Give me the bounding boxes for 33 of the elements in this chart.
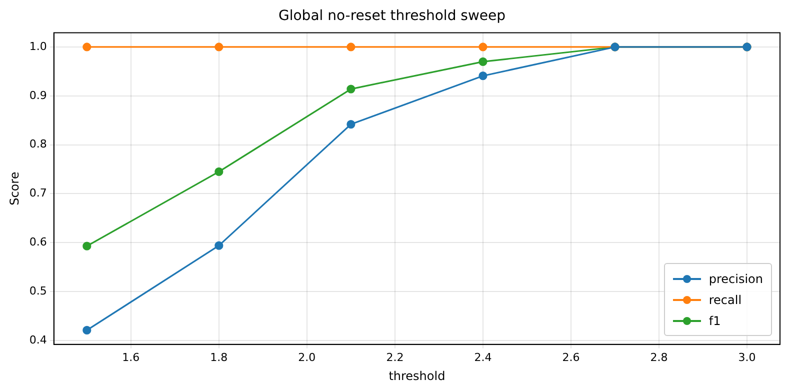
point — [82, 242, 92, 250]
point — [478, 72, 488, 80]
y-tick-label: 0.9 — [29, 88, 47, 102]
point — [346, 84, 356, 94]
point — [82, 42, 92, 52]
legend-label: recall — [708, 292, 742, 307]
y-tick-label: 0.7 — [29, 186, 47, 200]
y-tick-label: 0.5 — [29, 284, 47, 298]
x-tick-label: 1.8 — [210, 350, 228, 364]
legend-label: precision — [708, 272, 763, 286]
y-axis-title: Score — [7, 172, 22, 206]
x-tick-label: 2.2 — [386, 350, 404, 364]
y-tick-label: 0.8 — [29, 138, 47, 151]
x-tick-label: 2.0 — [298, 350, 316, 364]
point — [82, 326, 92, 335]
y-tick-label: 0.4 — [29, 333, 47, 346]
chart-title: Global no-reset threshold sweep — [278, 8, 506, 24]
point — [478, 57, 488, 66]
y-tick-label: 0.6 — [29, 236, 47, 249]
point — [214, 167, 224, 176]
point — [214, 241, 224, 250]
point — [346, 120, 356, 129]
x-tick-label: 2.4 — [474, 350, 492, 364]
point — [214, 42, 224, 52]
point — [478, 42, 488, 52]
x-axis-title: threshold — [388, 368, 446, 383]
x-tick-label: 2.8 — [650, 350, 668, 364]
x-tick-label: 1.6 — [122, 350, 140, 364]
x-tick-label: 2.6 — [562, 350, 580, 364]
y-tick-label: 1.0 — [29, 40, 47, 53]
legend-label: f1 — [708, 314, 721, 328]
point — [346, 42, 356, 52]
x-tick-label: 3.0 — [738, 350, 756, 364]
